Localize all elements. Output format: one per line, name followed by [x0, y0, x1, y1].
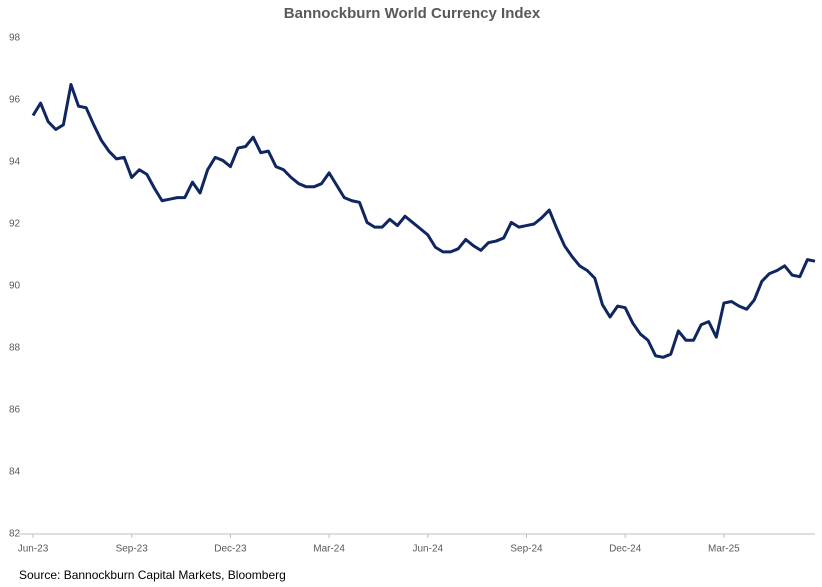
y-tick-label: 94	[9, 157, 21, 168]
data-line	[31, 83, 816, 359]
y-tick-label: 92	[9, 219, 21, 230]
x-tick-label: Mar-25	[708, 544, 740, 555]
y-tick-label: 90	[9, 281, 21, 292]
y-tick-label: 96	[9, 95, 21, 106]
x-tick-label: Sep-23	[116, 544, 149, 555]
x-tick-label: Jun-23	[18, 544, 49, 555]
x-tick-label: Dec-23	[214, 544, 247, 555]
y-tick-label: 88	[9, 343, 21, 354]
x-tick-label: Dec-24	[609, 544, 642, 555]
y-tick-label: 82	[9, 529, 21, 540]
x-tick-label: Jun-24	[413, 544, 444, 555]
y-tick-label: 86	[9, 405, 21, 416]
chart-title: Bannockburn World Currency Index	[284, 5, 541, 22]
x-tick-label: Sep-24	[510, 544, 543, 555]
y-tick-label: 84	[9, 467, 21, 478]
source-note: Source: Bannockburn Capital Markets, Blo…	[19, 568, 286, 582]
x-tick-label: Mar-24	[313, 544, 345, 555]
y-tick-label: 98	[9, 33, 21, 44]
